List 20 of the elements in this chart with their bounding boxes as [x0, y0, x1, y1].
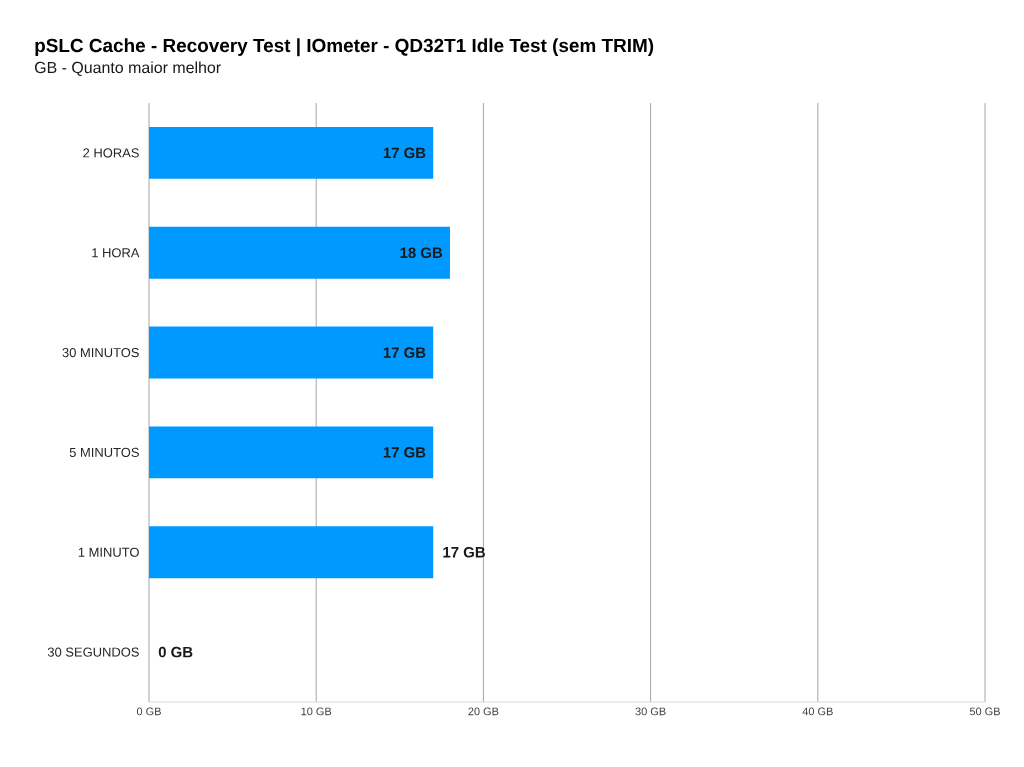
y-tick-label: 1 MINUTO: [78, 547, 139, 557]
x-tick-label: 0 GB: [136, 707, 161, 716]
data-label: 0 GB: [158, 646, 193, 658]
x-tick-label: 30 GB: [635, 707, 666, 716]
data-label: 17 GB: [383, 147, 426, 159]
y-tick-label: 30 MINUTOS: [62, 347, 139, 358]
x-tick-label: 50 GB: [969, 707, 1000, 716]
x-tick-label: 10 GB: [301, 707, 332, 716]
chart-title: pSLC Cache - Recovery Test | IOmeter - QD32T1 Idle Test (sem TRIM): [35, 38, 654, 57]
y-tick-label: 2 HORAS: [83, 148, 139, 158]
data-label: 17 GB: [383, 347, 426, 358]
x-tick-label: 20 GB: [468, 707, 499, 716]
data-label: 17 GB: [443, 546, 485, 558]
x-tick-label: 40 GB: [802, 707, 833, 716]
data-label: 17 GB: [383, 447, 426, 458]
y-tick-label: 1 HORA: [92, 248, 140, 258]
y-tick-label: 30 SEGUNDOS: [47, 647, 139, 657]
data-label: 18 GB: [400, 247, 443, 259]
chart-subtitle: GB - Quanto maior melhor: [35, 61, 221, 77]
y-tick-label: 5 MINUTOS: [69, 447, 139, 457]
